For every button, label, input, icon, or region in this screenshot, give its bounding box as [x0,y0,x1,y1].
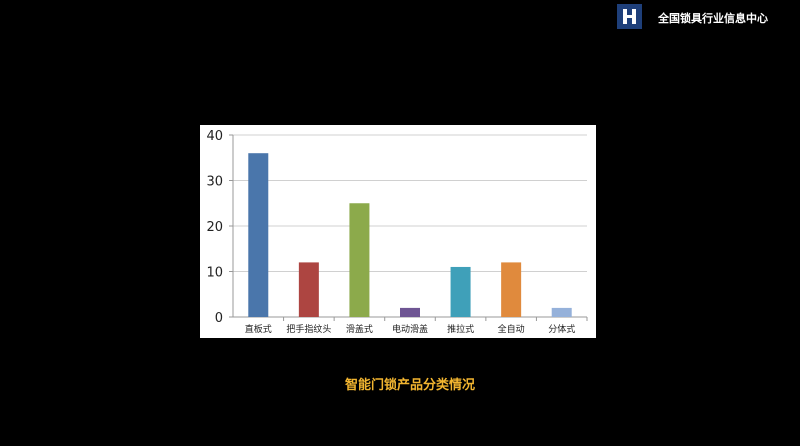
x-tick-label: 滑盖式 [346,323,373,335]
bar [551,307,572,317]
x-tick-label: 电动滑盖 [392,323,428,335]
y-tick-label: 30 [206,175,223,190]
x-tick-label: 把手指纹头 [286,323,331,335]
y-tick-label: 20 [206,220,223,235]
chart-caption: 智能门锁产品分类情况 [344,378,475,393]
bar [450,266,471,317]
logo [617,4,642,29]
y-tick-label: 0 [215,311,223,326]
h-logo-icon [623,9,636,24]
x-tick-label: 全自动 [498,323,525,335]
bar [400,307,420,317]
y-tick-label: 40 [206,129,223,144]
org-name: 全国锁具行业信息中心 [658,12,768,25]
x-tick-label: 推拉式 [447,323,474,335]
bar-chart: 0 10 20 30 40 直板式 把手指纹头 滑盖式 电动滑盖 推拉式 全自动 分体式 [206,129,588,335]
bar [501,262,522,317]
bar [349,203,370,317]
x-tick-label: 直板式 [245,323,272,335]
chart: 0 10 20 30 40 直板式 把手指纹头 滑盖式 电动滑盖 推拉式 全自动 分体式 [200,125,596,338]
bar [298,262,319,317]
y-tick-label: 10 [206,266,223,281]
bar [248,153,269,317]
x-tick-label: 分体式 [548,323,575,335]
